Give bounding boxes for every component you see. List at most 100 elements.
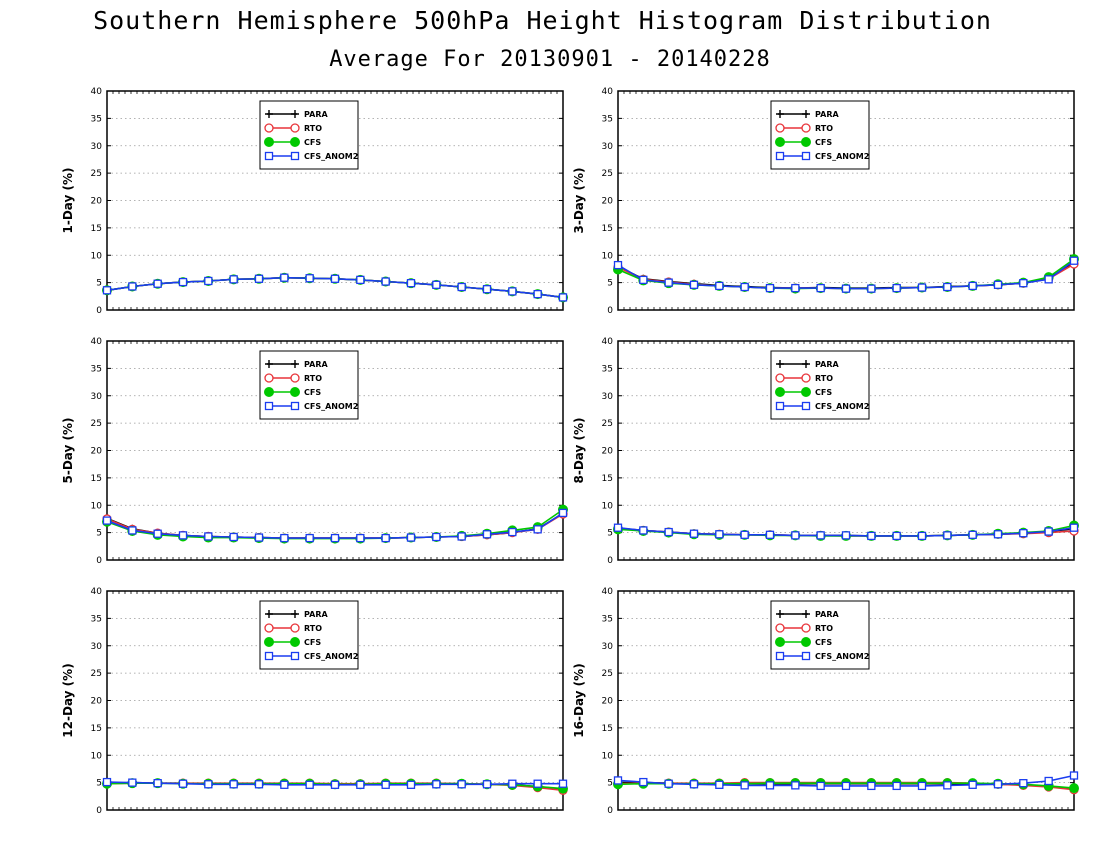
panel-day3-ylabel: 3-Day (%) <box>572 167 586 233</box>
panel-day5: 0 5 10 15 20 25 30 35 40 5-Day (%) PARA RTO CFS CFS_A… <box>61 337 568 566</box>
panel-day5-ytick-label: 35 <box>91 364 102 374</box>
panel-day16-series-cfs-anom2-point <box>740 781 749 790</box>
panel-day3-ytick-label: 5 <box>607 279 613 289</box>
panel-day3-ytick-label: 30 <box>602 142 614 152</box>
panel-day12-legend-cfs-label: CFS <box>304 638 321 647</box>
panel-day8-ytick-label: 5 <box>607 529 613 539</box>
panel-day12-series-cfs-anom2-point <box>533 779 542 788</box>
panel-day12-ytick-label: 25 <box>91 669 102 679</box>
panel-day8-series-cfs-anom2-point <box>1069 523 1079 532</box>
panel-day3-legend-rto-marker <box>775 123 785 133</box>
panel-day5-series-cfs-anom2-point <box>128 526 137 535</box>
panel-day5-ytick-label: 40 <box>91 337 103 347</box>
panel-day8-legend-cfs-marker <box>775 387 785 397</box>
panel-day3-legend-para-marker <box>776 110 784 118</box>
panel-day12-ytick-label: 10 <box>91 751 103 761</box>
panel-day12-series-cfs-anom2-point <box>457 780 466 789</box>
panel-day8-ytick-label: 15 <box>602 474 613 484</box>
panel-day12-series-cfs-anom2-point <box>356 780 365 789</box>
panel-day12-ytick-label: 40 <box>91 587 103 597</box>
panel-day8-ytick-label: 35 <box>602 364 613 374</box>
panel-day16-series-cfs-anom2-point <box>639 777 648 787</box>
panel-day12-legend-rto-marker <box>264 623 274 633</box>
panel-day12-series-cfs-anom2-point <box>508 779 517 788</box>
panel-day5-series-cfs-anom2-point <box>178 531 188 540</box>
panel-day12: 0 5 10 15 20 25 30 35 40 12-Day (%) PARA RTO CFS CFS_… <box>61 587 568 816</box>
panel-day12-legend: PARA RTO CFS CFS_ANOM2 <box>259 600 359 670</box>
panel-day3-series-cfs-anom2-point <box>639 275 648 285</box>
chart-title: Southern Hemisphere 500hPa Height Histog… <box>93 6 992 35</box>
panel-day16-series-cfs-anom2-point <box>867 781 876 791</box>
panel-day5-series-cfs-anom2-point <box>356 533 365 543</box>
panel-day1-legend-para-label: PARA <box>304 110 328 119</box>
panel-day16-legend-para-marker <box>776 610 784 618</box>
panel-day5-legend-box <box>259 350 359 420</box>
panel-day12-series-cfs-anom2-point <box>330 780 340 789</box>
panel-day1-ylabel: 1-Day (%) <box>61 167 75 233</box>
panel-day3-legend-para-label: PARA <box>815 110 839 119</box>
panel-day8-series-cfs-anom2-point <box>715 530 724 539</box>
panel-day8-series-cfs-anom2-point <box>968 530 977 539</box>
panel-day5-legend-para-marker <box>291 360 299 368</box>
panel-day5-legend-cfs-anom2-marker <box>290 401 300 411</box>
panel-day3-series-cfs-anom2-point <box>892 283 901 293</box>
panel-day16-ytick-label: 30 <box>602 642 614 652</box>
panel-day1-series-cfs-anom2-point <box>153 279 162 288</box>
panel-day8-legend: PARA RTO CFS CFS_ANOM2 <box>770 350 870 420</box>
panel-day16-legend-cfs-anom2-marker <box>801 651 811 661</box>
panel-day5-series-cfs-anom2-point <box>330 533 340 543</box>
panel-day1-series-cfs-anom2-point <box>305 274 314 283</box>
panel-day1-series-cfs-anom2-point <box>128 282 137 291</box>
panel-day5-legend-cfs-anom2-label: CFS_ANOM2 <box>304 402 358 411</box>
panel-day1-ytick-label: 15 <box>91 224 102 234</box>
panel-day16-series-cfs-anom2-point <box>613 776 623 785</box>
panel-day8-series-cfs-anom2-point <box>689 529 699 538</box>
panel-day3-series-cfs-anom2-point <box>917 283 927 292</box>
panel-day1-legend: PARA RTO CFS CFS_ANOM2 <box>259 100 359 170</box>
panel-day12-legend-rto-marker <box>290 623 300 633</box>
panel-day8-series-cfs-anom2 <box>613 523 1079 541</box>
panel-day8-series-cfs-anom2-point <box>892 531 901 541</box>
panel-day5-ytick-label: 20 <box>91 447 103 457</box>
panel-day16-ytick-label: 20 <box>602 697 614 707</box>
panel-day16: 0 5 10 15 20 25 30 35 40 16-Day (%) PARA RTO CFS CFS_… <box>572 587 1079 816</box>
panel-day1-legend-cfs-anom2-label: CFS_ANOM2 <box>304 152 358 161</box>
panel-day16-legend-cfs-anom2-label: CFS_ANOM2 <box>815 652 869 661</box>
panel-day12-legend-para-label: PARA <box>304 610 328 619</box>
panel-day8-ytick-label: 0 <box>607 556 613 566</box>
panel-day3-series-cfs-anom2-point <box>1069 256 1079 265</box>
panel-day16-series-cfs-anom2-point <box>841 781 851 791</box>
panel-day16-series-cfs-anom2 <box>613 771 1079 791</box>
panel-day5-legend-cfs-marker <box>290 387 300 397</box>
panel-day16-ytick-label: 0 <box>607 806 613 816</box>
panel-day3-ytick-label: 0 <box>607 306 613 316</box>
panel-day8-series-cfs-anom2-point <box>841 531 851 540</box>
panel-day12-legend-cfs-anom2-label: CFS_ANOM2 <box>304 652 358 661</box>
panel-day5-series-cfs-anom2 <box>102 508 568 543</box>
panel-day5-series-cfs-anom2-point <box>229 532 238 542</box>
panel-day3-legend-cfs-anom2-marker <box>801 151 811 161</box>
panel-day5-ytick-label: 0 <box>96 556 102 566</box>
panel-day12-series-cfs-anom2-point <box>178 779 188 788</box>
panel-day3-series-cfs-anom2-point <box>993 280 1003 289</box>
panel-day16-ytick-label: 35 <box>602 614 613 624</box>
panel-day3-ytick-label: 10 <box>602 251 614 261</box>
panel-day16-series-cfs-anom2-point <box>993 780 1003 789</box>
panel-day12-legend-para-marker <box>265 610 273 618</box>
panel-day16-ytick-label: 25 <box>602 669 613 679</box>
panel-day16-series-cfs-anom2-point <box>791 781 800 790</box>
panel-day1-legend-box <box>259 100 359 170</box>
panel-day3-series-cfs-anom2-point <box>841 284 851 293</box>
panel-day1-series-cfs-anom2-point <box>558 293 568 302</box>
panel-day3-series-cfs-anom2-point <box>816 283 825 293</box>
panel-day16-ytick-label: 40 <box>602 587 614 597</box>
panel-day8-series-cfs-anom2-point <box>1019 529 1028 538</box>
panel-day1-legend-rto-marker <box>290 123 300 133</box>
panel-day16-legend-rto-marker <box>775 623 785 633</box>
panel-day8-ytick-label: 30 <box>602 392 614 402</box>
panel-day12-ytick-label: 20 <box>91 697 103 707</box>
panel-day3-ytick-label: 15 <box>602 224 613 234</box>
panel-day12-ytick-label: 15 <box>91 724 102 734</box>
panel-day5-legend-para-marker <box>265 360 273 368</box>
